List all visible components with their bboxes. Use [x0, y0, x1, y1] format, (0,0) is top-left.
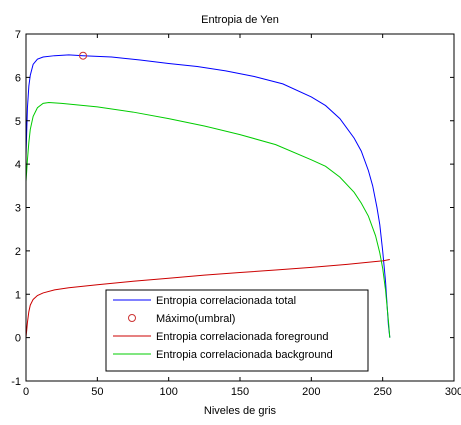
legend: Entropia correlacionada total Máximo(umbr… [105, 289, 369, 372]
legend-label: Entropia correlacionada foreground [156, 331, 328, 343]
y-tick-label: 4 [15, 159, 21, 171]
series-line-background [25, 102, 391, 338]
series-line-total [25, 54, 391, 338]
x-tick-label: 300 [445, 386, 461, 398]
x-tick-label: 100 [159, 386, 177, 398]
maximum-marker [79, 51, 88, 60]
chart-title: Entropia de Yen [201, 14, 279, 26]
legend-label: Máximo(umbral) [156, 313, 235, 325]
series-layer [25, 51, 391, 338]
y-tick-label: 2 [15, 246, 21, 258]
plot-frame [25, 33, 455, 382]
y-tick-label: 1 [15, 289, 21, 301]
y-tick-label: 0 [15, 333, 21, 345]
x-tick-label: 150 [231, 386, 249, 398]
x-tick-label: 0 [23, 386, 29, 398]
y-tick-label: -1 [11, 376, 21, 388]
x-axis-label: Niveles de gris [204, 405, 277, 417]
legend-box [105, 289, 369, 372]
y-tick-label: 7 [15, 29, 21, 41]
legend-label: Entropia correlacionada total [156, 295, 296, 307]
x-tick-label: 200 [302, 386, 320, 398]
x-tick-label: 250 [373, 386, 391, 398]
legend-label: Entropia correlacionada background [156, 349, 333, 361]
legend-swatch [128, 314, 136, 322]
y-tick-label: 5 [15, 116, 21, 128]
legend-items: Entropia correlacionada total Máximo(umbr… [113, 295, 333, 361]
y-tick-label: 3 [15, 203, 21, 215]
y-tick-label: 6 [15, 72, 21, 84]
x-tick-label: 50 [91, 386, 103, 398]
series-line-foreground [25, 259, 390, 338]
